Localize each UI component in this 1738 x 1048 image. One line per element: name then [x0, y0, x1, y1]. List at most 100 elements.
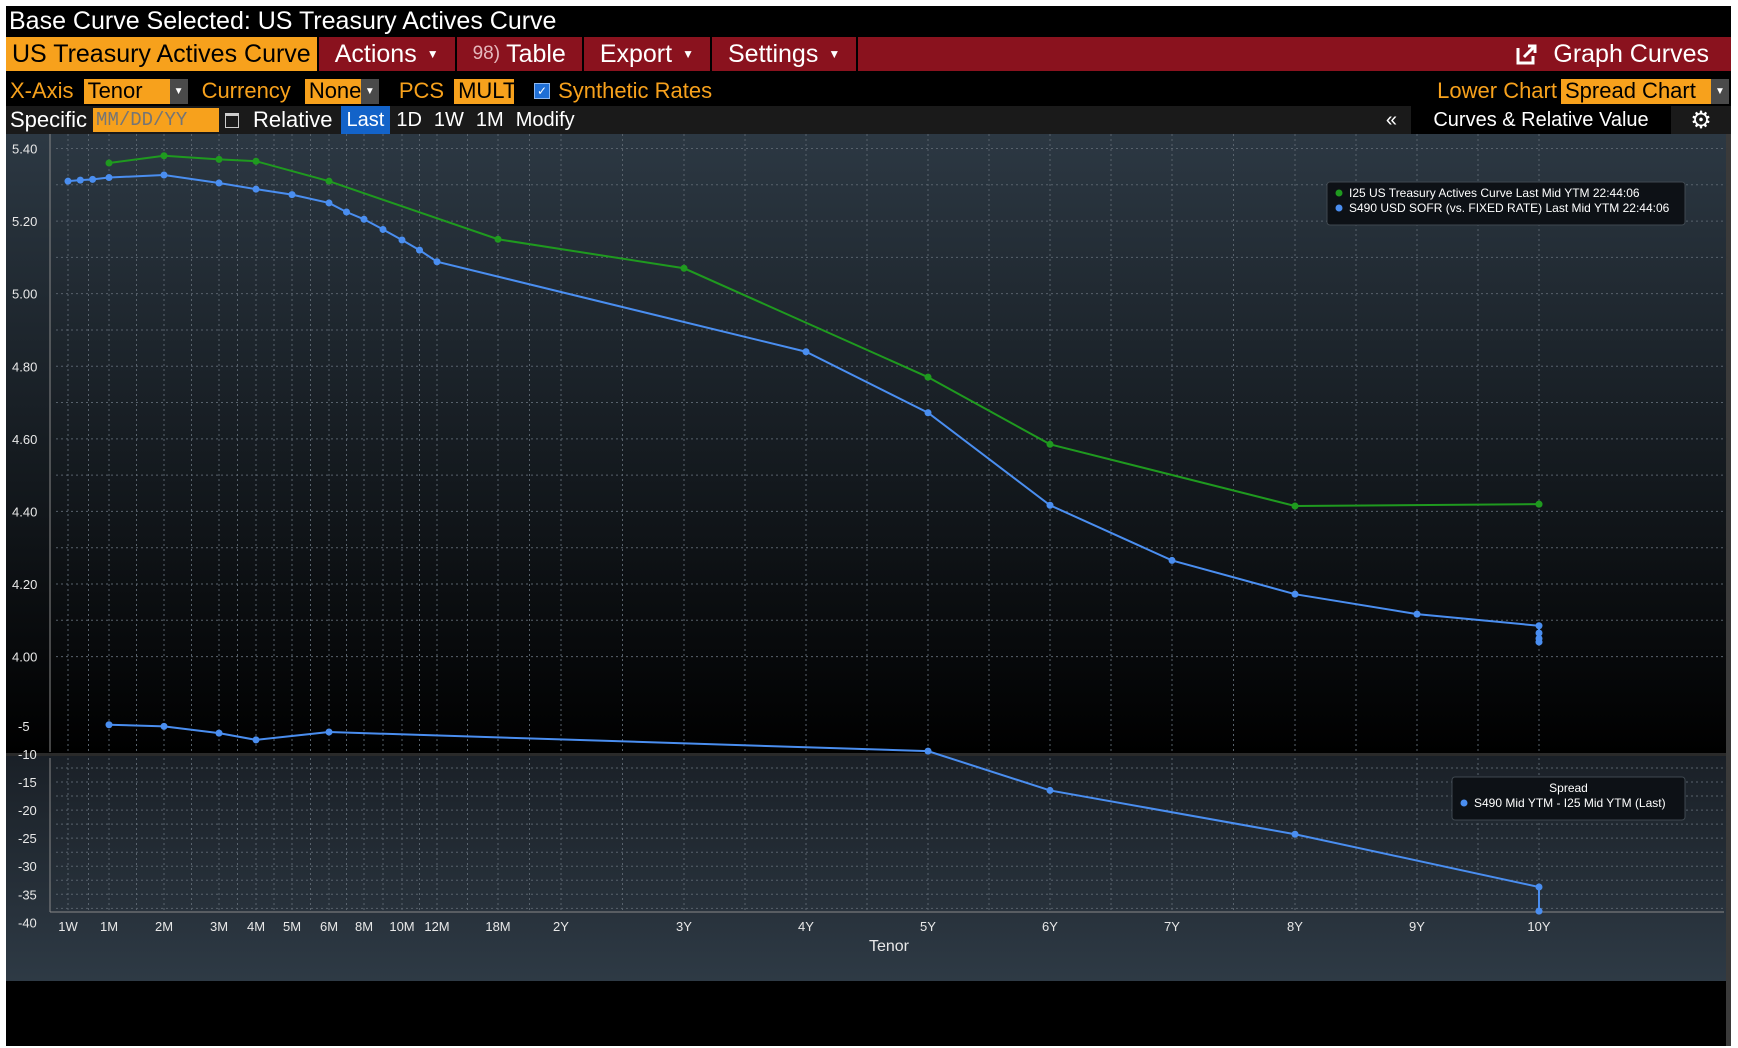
x-tick-label: 10Y [1527, 919, 1550, 934]
1w-button[interactable]: 1W [433, 108, 464, 131]
series-layer [64, 152, 1543, 915]
export-label: Export [599, 39, 673, 68]
curve-charts: 4.00 4.20 4.40 4.60 4.80 5.00 5.20 5.40 -5 -10 -15… [6, 134, 1731, 1046]
data-point [105, 159, 113, 167]
xaxis-select[interactable]: Tenor [83, 78, 170, 104]
data-point [1535, 883, 1543, 891]
lower-chart-label: Lower Chart [1437, 78, 1557, 103]
collapse-button[interactable]: « [1385, 108, 1397, 131]
settings-label: Settings [727, 39, 819, 68]
y-tick-label: -15 [18, 775, 37, 790]
x-axis-title: Tenor [869, 938, 910, 955]
upper-chart-background [6, 134, 1731, 754]
data-point [1291, 502, 1299, 510]
dropdown-arrow-icon[interactable]: ▼ [1711, 78, 1729, 104]
y-tick-label: 4.60 [12, 432, 37, 447]
caret-down-icon: ▼ [828, 47, 841, 61]
x-tick-label: 1W [58, 919, 78, 934]
legends-layer: I25 US Treasury Actives Curve Last Mid Y… [1326, 181, 1686, 821]
actions-menu[interactable]: Actions ▼ [319, 37, 457, 71]
options-bar: X-Axis Tenor ▼ Currency None ▼ PCS MULT … [6, 78, 1731, 104]
legend-marker [1460, 799, 1468, 807]
data-point [494, 235, 502, 243]
data-point [360, 215, 368, 223]
dropdown-arrow-icon[interactable]: ▼ [169, 78, 188, 104]
dropdown-arrow-icon[interactable]: ▼ [360, 78, 379, 104]
data-point [680, 264, 688, 272]
data-point [215, 179, 223, 187]
currency-select[interactable]: None [304, 78, 361, 104]
modify-button[interactable]: Modify [515, 108, 575, 131]
panel-title: Curves & Relative Value [1433, 108, 1649, 131]
date-input[interactable] [93, 108, 220, 132]
legend-marker [1335, 204, 1343, 212]
caret-down-icon: ▼ [682, 47, 694, 61]
data-point [105, 721, 113, 729]
x-tick-label: 8Y [1287, 919, 1303, 934]
y-tick-label: -10 [18, 747, 37, 762]
y-tick-label: -20 [18, 803, 37, 818]
legend-title: Spread [1549, 781, 1588, 795]
checkbox-checked-icon[interactable]: ✓ [534, 83, 551, 99]
caret-down-icon: ▼ [426, 47, 439, 61]
data-point [379, 225, 387, 233]
data-point [1046, 786, 1054, 794]
gear-icon[interactable]: ⚙ [1690, 106, 1712, 134]
x-tick-label: 6M [320, 919, 338, 934]
data-point [1413, 610, 1421, 618]
vertical-scrollbar[interactable] [1726, 134, 1731, 1046]
legend-box [1451, 776, 1686, 821]
external-link-icon [1516, 44, 1537, 65]
1d-button[interactable]: 1D [396, 108, 422, 131]
settings-menu[interactable]: Settings ▼ [712, 37, 859, 71]
last-button[interactable]: Last [340, 106, 391, 134]
y-tick-label: 4.20 [12, 577, 37, 592]
table-button[interactable]: 98) Table [457, 37, 584, 71]
data-point [416, 246, 423, 254]
x-tick-label: 1M [100, 919, 118, 934]
panel-title-box: Curves & Relative Value [1411, 106, 1671, 134]
currency-label: Currency [201, 78, 291, 103]
data-point [215, 729, 223, 737]
data-point [1535, 638, 1543, 646]
1m-button[interactable]: 1M [475, 108, 504, 131]
chart-splitter[interactable] [6, 753, 1731, 756]
data-point [160, 171, 168, 179]
data-point [215, 155, 223, 163]
chart-legend: I25 US Treasury Actives Curve Last Mid Y… [1326, 181, 1686, 226]
data-point [252, 185, 260, 193]
y-tick-label: -25 [18, 831, 37, 846]
tab-us-treasury-actives-curve[interactable]: US Treasury Actives Curve [6, 37, 319, 71]
app-window: Base Curve Selected: US Treasury Actives… [6, 6, 1731, 1046]
legend-box [1326, 181, 1686, 226]
data-point [1291, 830, 1299, 838]
x-tick-label: 6Y [1042, 919, 1058, 934]
table-shortcut: 98) [472, 43, 501, 64]
lower-chart-select[interactable]: Spread Chart [1561, 78, 1711, 104]
title-bar: Base Curve Selected: US Treasury Actives… [6, 6, 1731, 36]
series-line [108, 723, 1540, 912]
x-tick-label: 3M [210, 919, 228, 934]
xaxis-label: X-Axis [10, 78, 74, 103]
calendar-icon[interactable] [225, 112, 240, 128]
data-point [1168, 556, 1176, 564]
legend-entry: S490 Mid YTM - I25 Mid YTM (Last) [1474, 796, 1666, 810]
data-point [76, 176, 84, 184]
y-tick-label: 4.80 [12, 359, 37, 374]
data-point [288, 191, 296, 199]
date-bar: Specific Relative Last 1D 1W 1M Modify «… [6, 106, 1731, 134]
data-point [343, 208, 350, 216]
y-tick-label: 4.40 [12, 504, 37, 519]
data-point [924, 747, 932, 755]
y-tick-label: 5.00 [12, 287, 37, 302]
pcs-label: PCS [398, 78, 445, 103]
relative-label: Relative [253, 107, 333, 132]
graph-curves-button[interactable]: Graph Curves [1499, 37, 1731, 71]
synthetic-rates-label: Synthetic Rates [558, 78, 713, 103]
x-tick-label: 8M [355, 919, 373, 934]
export-menu[interactable]: Export ▼ [584, 37, 712, 71]
x-tick-label: 12M [424, 919, 449, 934]
pcs-field[interactable]: MULT [454, 78, 516, 104]
data-point [160, 722, 168, 730]
x-tick-label: 5Y [920, 919, 936, 934]
